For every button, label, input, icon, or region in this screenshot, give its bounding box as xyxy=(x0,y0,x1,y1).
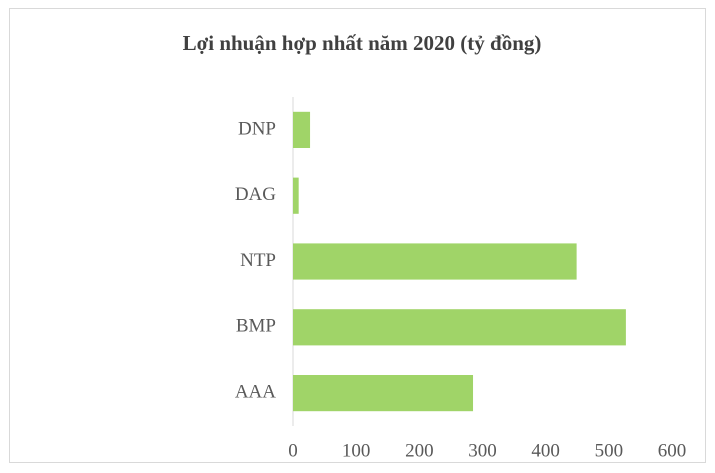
bar xyxy=(293,111,311,148)
x-tick-label: 500 xyxy=(595,440,624,461)
bar xyxy=(293,177,299,214)
y-tick-label: AAA xyxy=(235,381,276,402)
x-tick-label: 400 xyxy=(531,440,560,461)
y-tick-label: DAG xyxy=(235,184,276,205)
x-tick-label: 300 xyxy=(468,440,497,461)
y-tick-label: BMP xyxy=(236,316,276,337)
x-tick-label: 100 xyxy=(342,440,371,461)
bar xyxy=(293,243,577,280)
y-tick-label: NTP xyxy=(240,250,276,271)
x-tick-label: 600 xyxy=(658,440,687,461)
chart-title: Lợi nhuận hợp nhất năm 2020 (tỷ đồng) xyxy=(183,31,542,55)
bar xyxy=(293,375,474,412)
bar xyxy=(293,309,626,346)
x-tick-label: 200 xyxy=(405,440,434,461)
x-tick-label: 0 xyxy=(288,440,298,461)
y-tick-label: DNP xyxy=(238,118,276,139)
